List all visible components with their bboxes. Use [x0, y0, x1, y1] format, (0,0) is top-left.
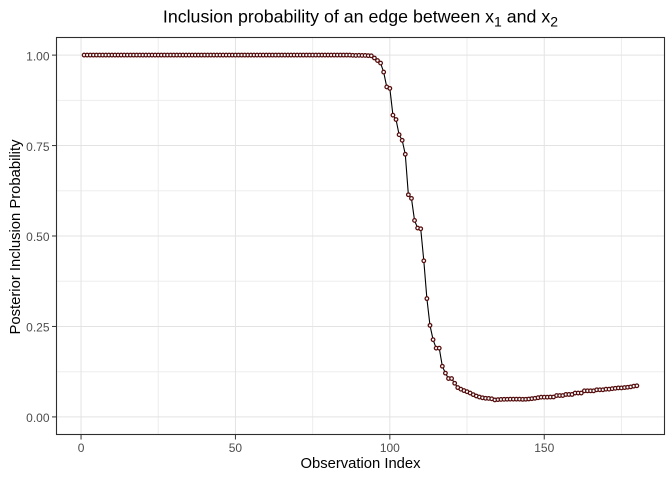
svg-text:0.00: 0.00	[26, 411, 50, 425]
svg-text:0.25: 0.25	[26, 321, 50, 335]
svg-text:Inclusion probability of an ed: Inclusion probability of an edge between…	[163, 6, 558, 29]
svg-text:0.50: 0.50	[26, 230, 50, 244]
svg-text:100: 100	[380, 441, 400, 455]
svg-text:0.75: 0.75	[26, 140, 50, 154]
svg-text:1.00: 1.00	[26, 49, 50, 63]
svg-text:150: 150	[534, 441, 554, 455]
svg-text:50: 50	[229, 441, 243, 455]
svg-text:Observation Index: Observation Index	[300, 456, 421, 472]
svg-text:0: 0	[78, 441, 85, 455]
svg-text:Posterior Inclusion Probabilit: Posterior Inclusion Probability	[8, 139, 24, 335]
